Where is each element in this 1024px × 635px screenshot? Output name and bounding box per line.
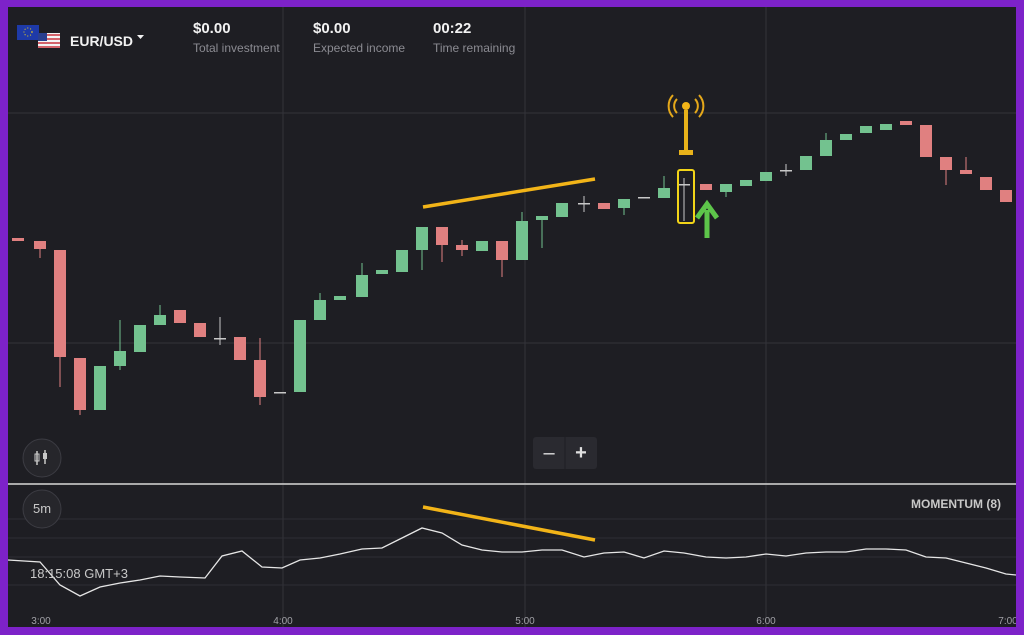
dropdown-caret[interactable] bbox=[137, 35, 144, 39]
indicator-label: MOMENTUM (8) bbox=[911, 497, 1001, 511]
candle-body bbox=[274, 392, 286, 394]
candle-body bbox=[940, 157, 952, 170]
candle-body bbox=[1000, 190, 1012, 202]
time-label: 5:00 bbox=[515, 616, 535, 627]
trading-screen: – + 5m MOMENTUM (8) 18:15:08 GMT+3 3:00 … bbox=[8, 7, 1016, 627]
candle-body bbox=[598, 203, 610, 209]
candle-body bbox=[496, 241, 508, 260]
candle-body bbox=[314, 300, 326, 320]
candle-body bbox=[174, 310, 186, 323]
candle-body bbox=[376, 270, 388, 274]
candle-body bbox=[94, 366, 106, 410]
candle-body bbox=[678, 184, 690, 186]
up-arrow bbox=[694, 199, 720, 238]
zoom-controls: – + bbox=[533, 437, 597, 469]
candle-body bbox=[900, 121, 912, 125]
candle-body bbox=[456, 245, 468, 250]
candle-body bbox=[34, 241, 46, 249]
time-label: 7:00 bbox=[998, 616, 1016, 627]
candle-body bbox=[740, 180, 752, 186]
candle-body bbox=[800, 156, 812, 170]
timeframe-button-bg bbox=[22, 489, 62, 529]
candle-body bbox=[134, 325, 146, 352]
candle-body bbox=[556, 203, 568, 217]
candle-body bbox=[476, 241, 488, 251]
candle-body bbox=[12, 238, 24, 241]
stat-label: Time remaining bbox=[433, 41, 516, 55]
momentum-line bbox=[8, 527, 1016, 597]
candle-body bbox=[920, 125, 932, 157]
candle-body bbox=[960, 170, 972, 174]
candle-body bbox=[74, 358, 86, 410]
stat-value: $0.00 bbox=[313, 20, 351, 37]
candle-body bbox=[638, 197, 650, 199]
candle-body bbox=[760, 172, 772, 181]
zoom-out-button[interactable]: – bbox=[543, 442, 555, 464]
candle-body bbox=[658, 188, 670, 198]
candle-body bbox=[820, 140, 832, 156]
stat-value: $0.00 bbox=[193, 20, 231, 37]
candle-body bbox=[720, 184, 732, 192]
candle-body bbox=[154, 315, 166, 325]
trend-line bbox=[422, 505, 596, 542]
highlight-box bbox=[677, 169, 695, 224]
candle-body bbox=[214, 338, 226, 340]
signal-icon bbox=[667, 94, 705, 155]
candle-body bbox=[780, 170, 792, 172]
candle-body bbox=[334, 296, 346, 300]
candle-body bbox=[356, 275, 368, 297]
candle-body bbox=[54, 250, 66, 357]
candle-body bbox=[516, 221, 528, 260]
flag-icon bbox=[17, 25, 60, 48]
candle-body bbox=[416, 227, 428, 250]
candle-body bbox=[880, 124, 892, 130]
candle-body bbox=[700, 184, 712, 190]
chart-canvas: – + 5m MOMENTUM (8) 18:15:08 GMT+3 3:00 … bbox=[8, 7, 1016, 627]
stat-label: Expected income bbox=[313, 41, 406, 55]
candle-type-button[interactable] bbox=[22, 438, 62, 478]
asset-selector[interactable]: EUR/USD bbox=[70, 33, 134, 49]
candle-body bbox=[860, 126, 872, 133]
candle-body bbox=[114, 351, 126, 366]
stat-value: 00:22 bbox=[433, 20, 472, 37]
candle-body bbox=[578, 203, 590, 205]
time-label: 3:00 bbox=[31, 616, 51, 627]
time-label: 6:00 bbox=[756, 616, 776, 627]
candle-body bbox=[294, 320, 306, 392]
candle-body bbox=[980, 177, 992, 190]
stat-label: Total investment bbox=[193, 41, 280, 55]
candle-body bbox=[618, 199, 630, 208]
zoom-in-button[interactable]: + bbox=[575, 442, 587, 464]
candle-body bbox=[436, 227, 448, 245]
candles bbox=[12, 121, 1012, 415]
candle-body bbox=[840, 134, 852, 140]
trend-line bbox=[422, 177, 596, 209]
candle-body bbox=[194, 323, 206, 337]
time-label: 4:00 bbox=[273, 616, 293, 627]
candle-body bbox=[396, 250, 408, 272]
timeframe-button[interactable]: 5m bbox=[33, 501, 51, 516]
candle-body bbox=[234, 337, 246, 360]
clock: 18:15:08 GMT+3 bbox=[30, 566, 128, 581]
candle-body bbox=[254, 360, 266, 397]
candle-body bbox=[536, 216, 548, 220]
grid bbox=[8, 7, 1016, 627]
